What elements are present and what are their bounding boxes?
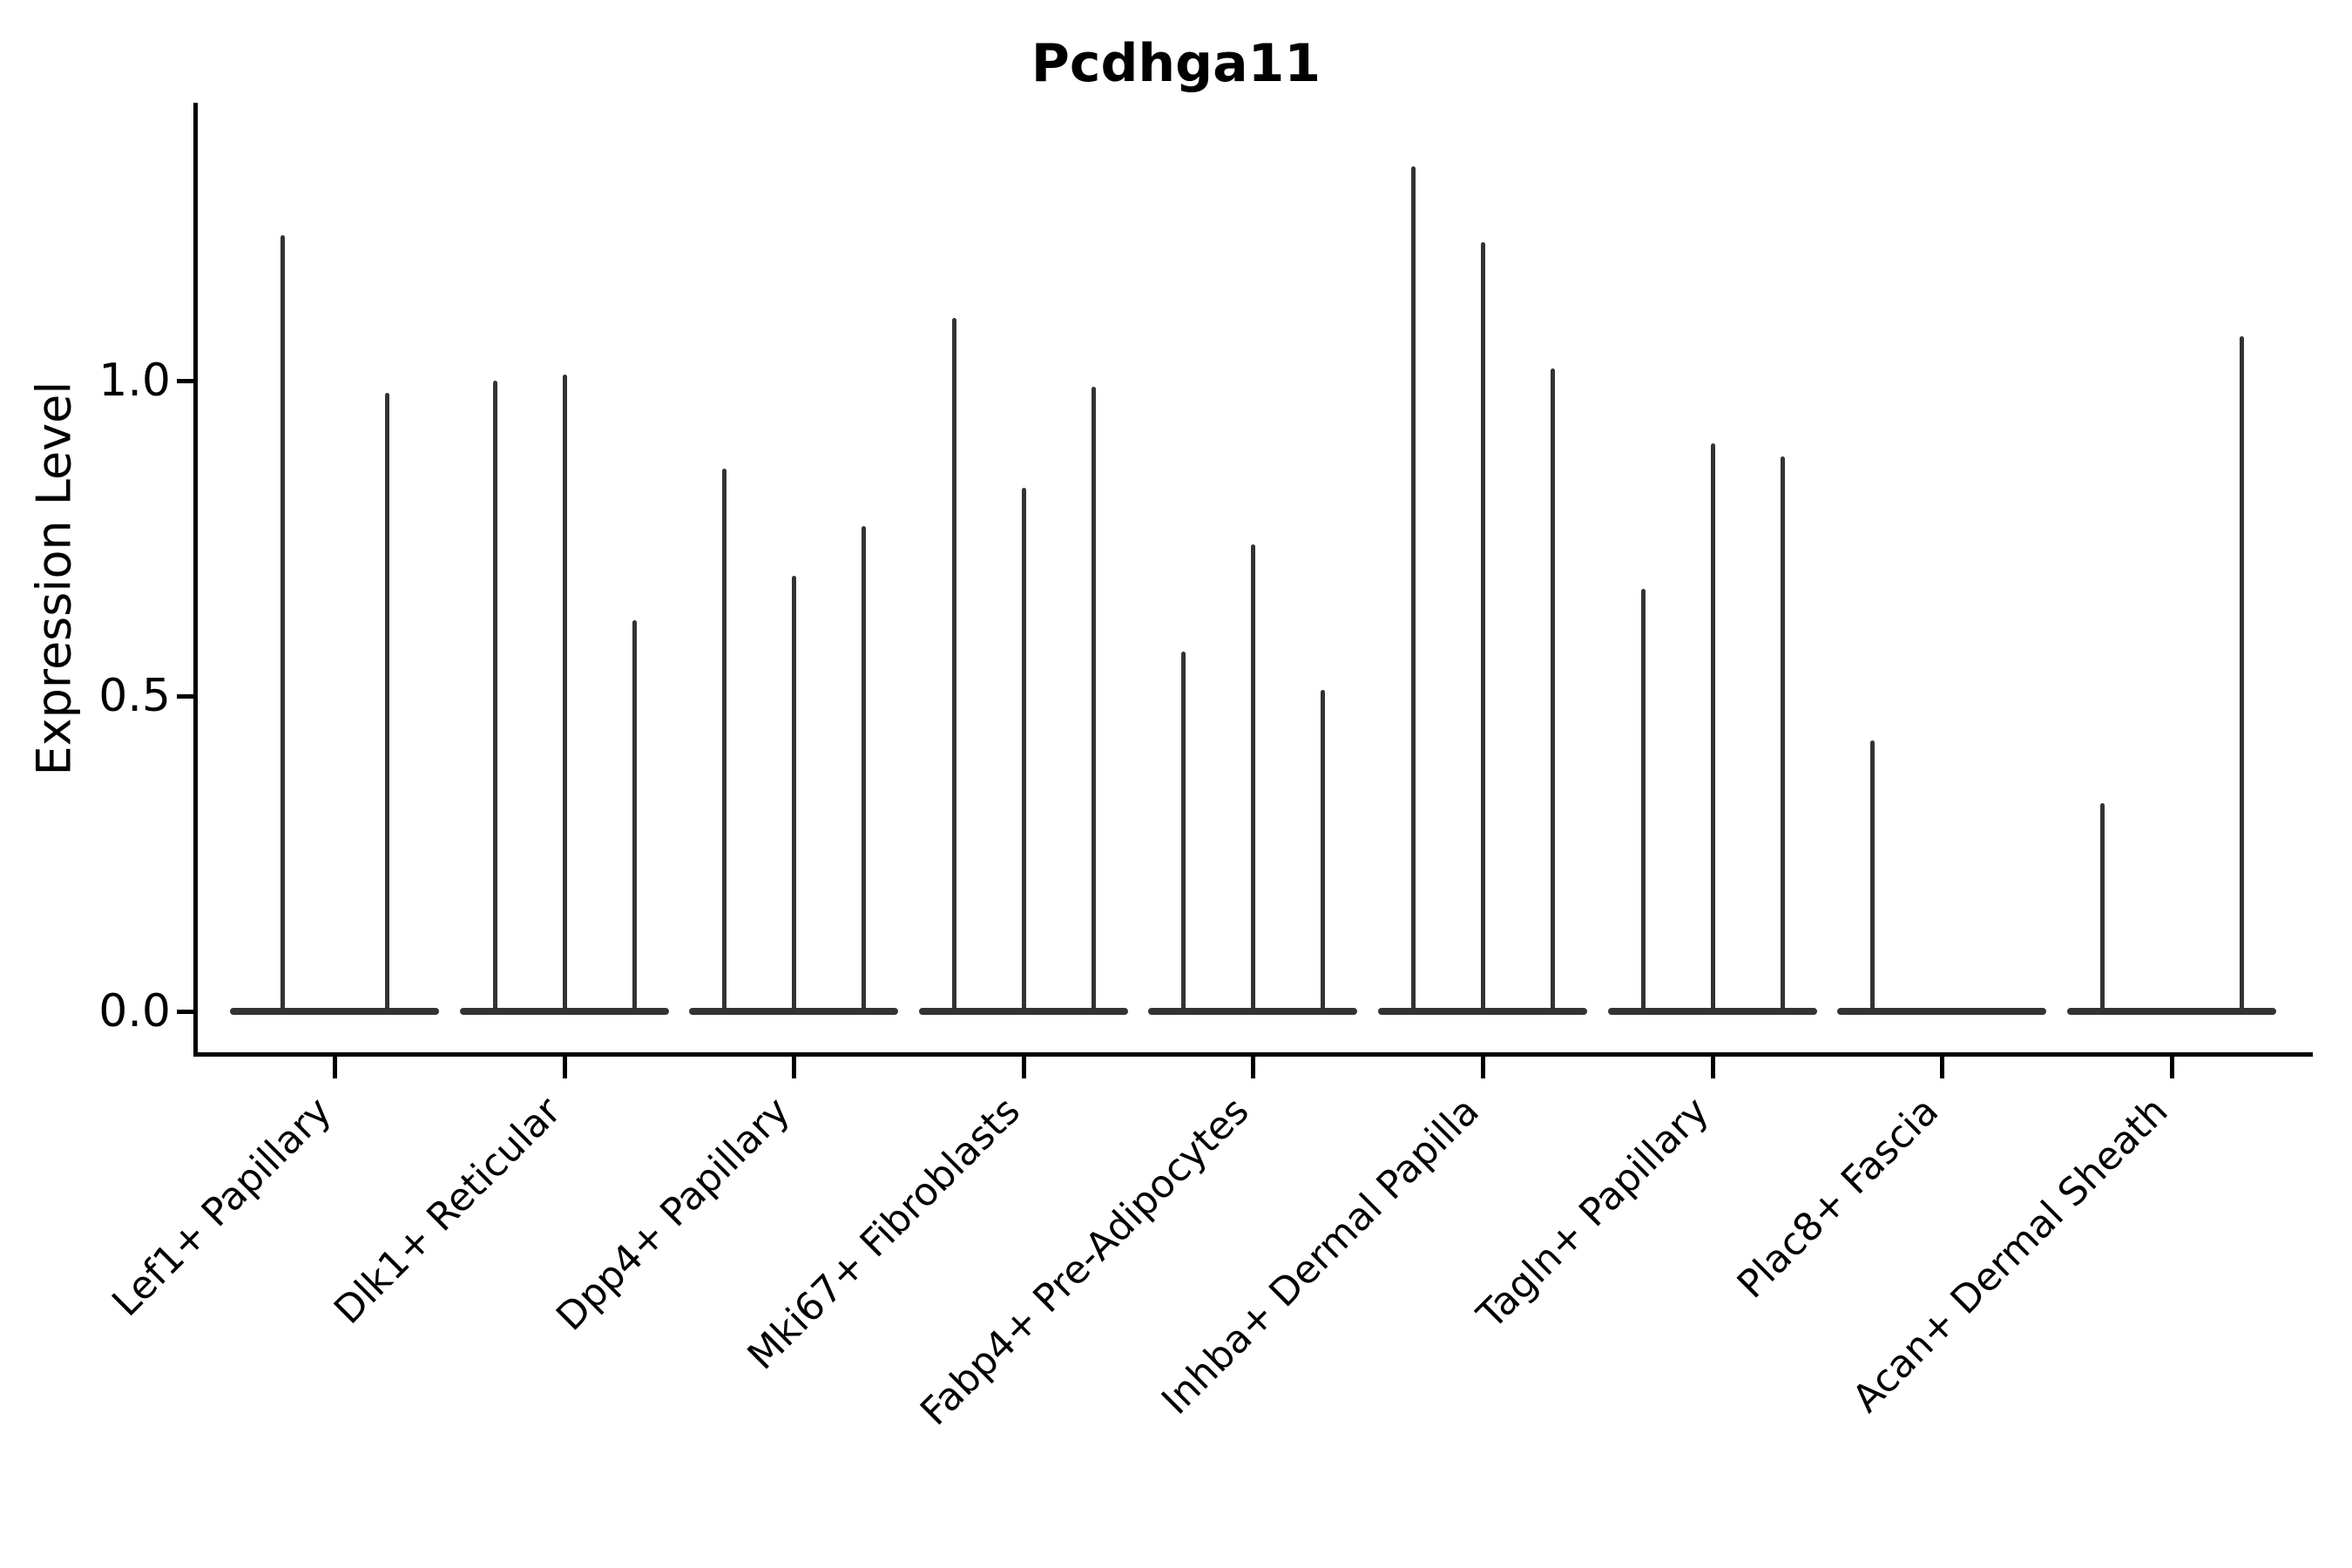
x-tick-mark (563, 1057, 567, 1078)
violin-spike (1869, 740, 1875, 1015)
violin-spike (280, 235, 285, 1015)
y-tick-label: 1.0 (98, 355, 171, 407)
x-axis-spine (193, 1052, 2313, 1057)
violin-spike (1550, 368, 1555, 1015)
x-tick-label: Dlk1+ Reticular (325, 1088, 570, 1333)
x-tick-label: Tagln+ Papillary (1469, 1088, 1718, 1338)
y-tick-mark (177, 694, 193, 699)
x-tick-mark (1251, 1057, 1255, 1078)
x-tick-mark (1940, 1057, 1944, 1078)
x-tick-label: Lef1+ Papillary (103, 1088, 340, 1325)
y-tick-mark (177, 1010, 193, 1014)
violin-baseline (1837, 1008, 2046, 1015)
x-tick-mark (1711, 1057, 1715, 1078)
violin-spike (1250, 544, 1255, 1015)
y-tick-mark (177, 379, 193, 383)
violin-baseline (230, 1008, 439, 1015)
x-tick-mark (333, 1057, 337, 1078)
violin-spike (721, 469, 727, 1015)
violin-spike (562, 374, 567, 1015)
violin-spike (1410, 166, 1416, 1015)
violin-spike (632, 620, 637, 1015)
x-tick-mark (1481, 1057, 1485, 1078)
violin-spike (791, 576, 796, 1015)
plot-title: Pcdhga11 (1031, 33, 1321, 94)
violin-spike (384, 393, 389, 1015)
violin-spike (1180, 652, 1186, 1015)
x-tick-label: Plac8+ Fascia (1728, 1088, 1947, 1308)
violin-spike (861, 525, 866, 1015)
violin-spike (951, 317, 956, 1015)
violin-spike (2099, 803, 2105, 1015)
violin-spike (1021, 488, 1026, 1015)
x-tick-mark (2170, 1057, 2174, 1078)
x-tick-mark (1022, 1057, 1026, 1078)
y-tick-label: 0.0 (98, 985, 171, 1037)
y-tick-label: 0.5 (98, 670, 171, 722)
x-tick-mark (792, 1057, 796, 1078)
violin-spike (492, 381, 497, 1015)
violin-baseline (2067, 1008, 2276, 1015)
y-axis-label: Expression Level (26, 381, 82, 776)
violin-spike (1640, 588, 1646, 1015)
violin-spike (1320, 689, 1325, 1015)
violin-spike (1091, 387, 1096, 1015)
violin-spike (2239, 336, 2244, 1015)
violin-spike (1480, 241, 1485, 1015)
y-axis-spine (193, 103, 198, 1057)
violin-spike (1710, 443, 1715, 1015)
x-tick-label: Dpp4+ Papillary (548, 1088, 799, 1340)
violin-spike (1780, 456, 1785, 1015)
